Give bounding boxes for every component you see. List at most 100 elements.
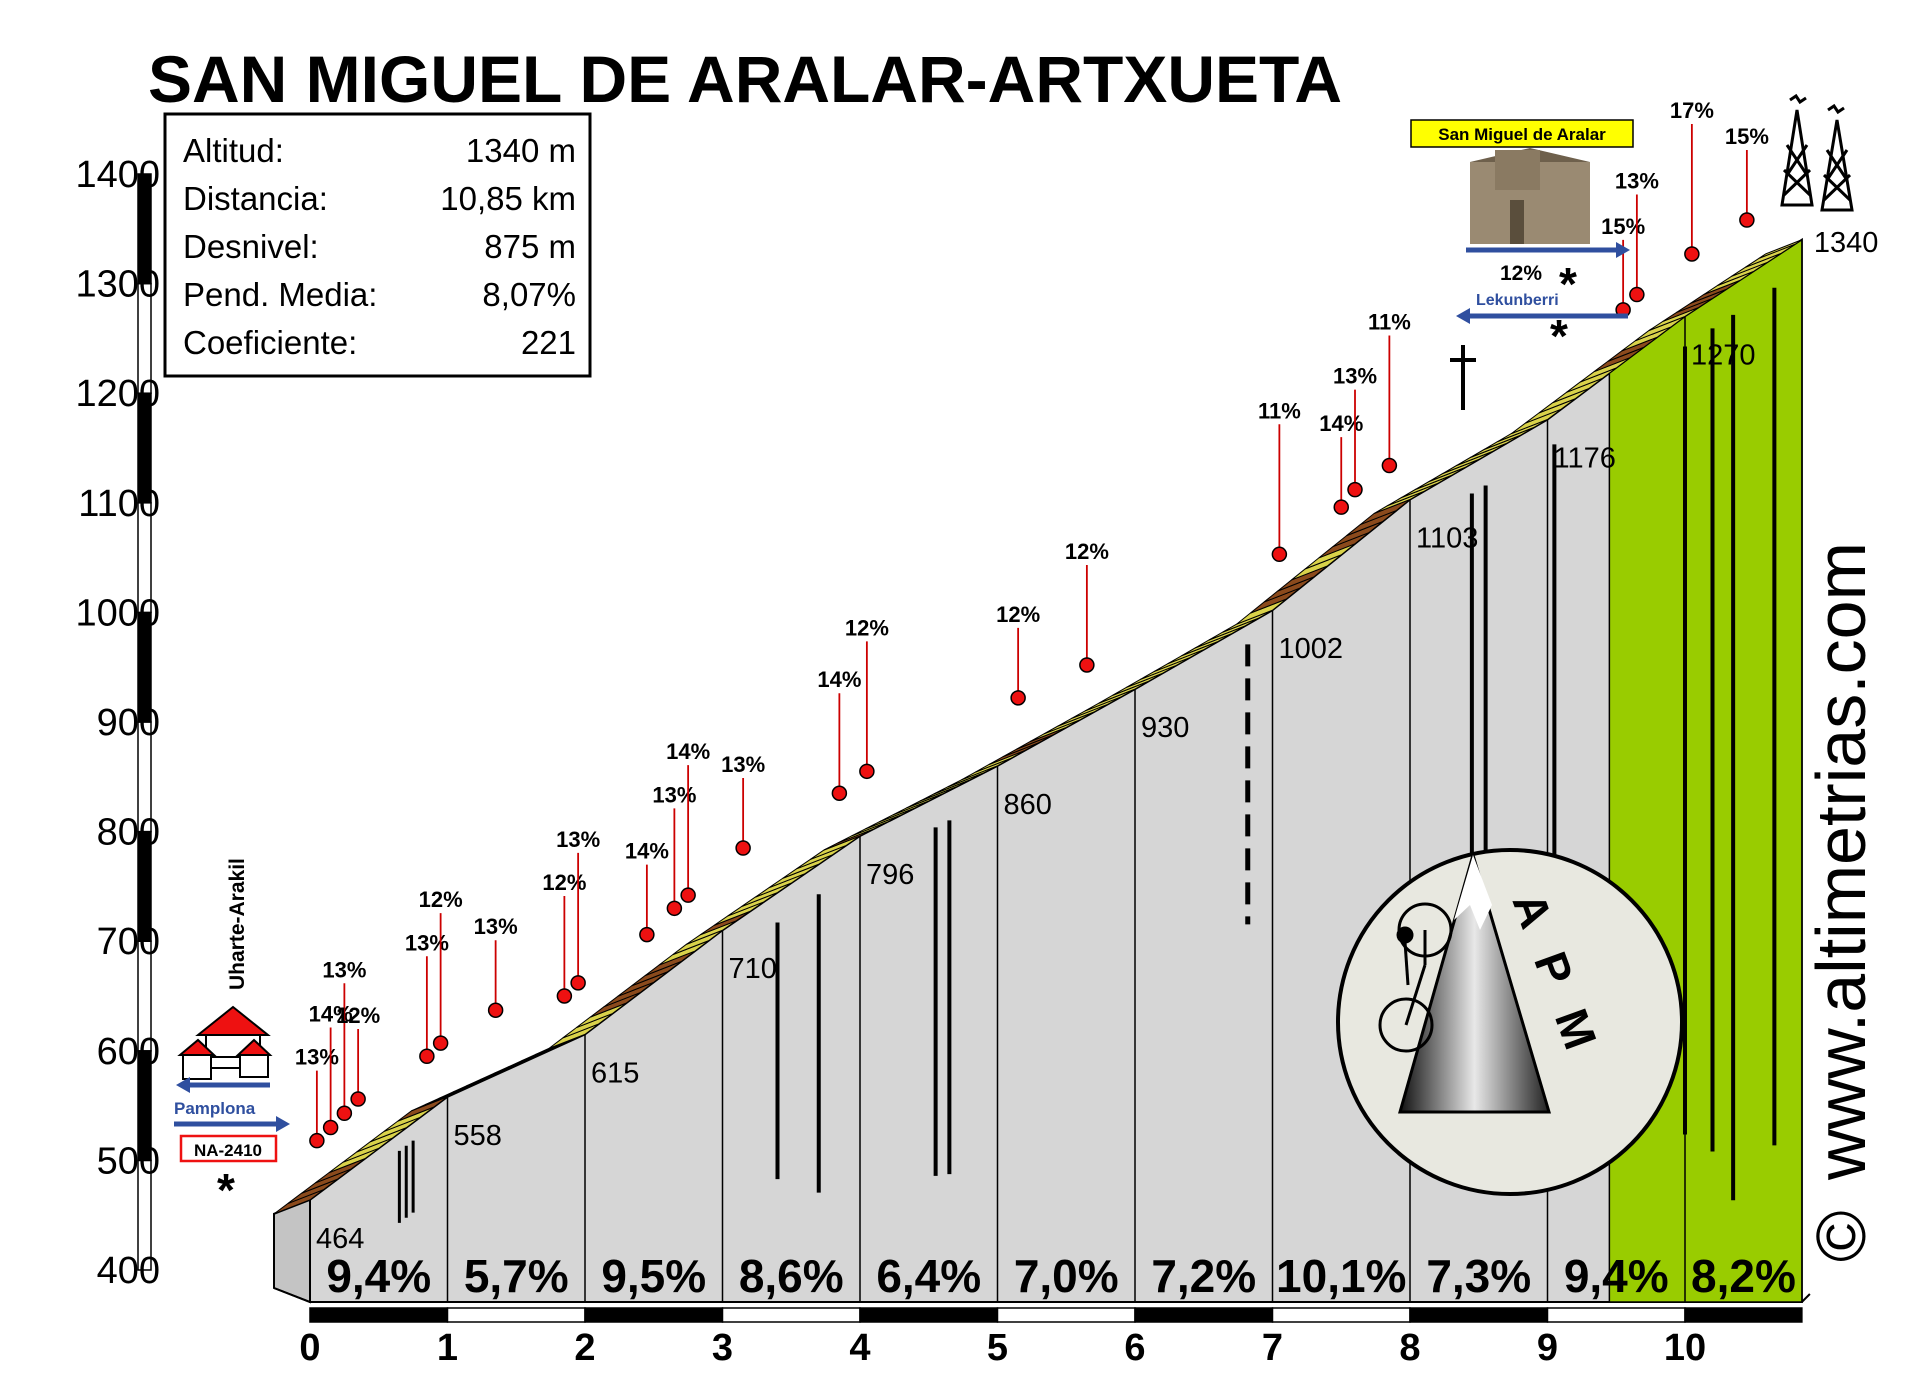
km-elevation-label: 710 <box>729 953 777 985</box>
ramp-dot <box>419 1048 435 1065</box>
ramp-label: 14% <box>309 1002 353 1027</box>
ramp-label: 11% <box>1368 310 1411 335</box>
x-tick-label: 3 <box>712 1327 733 1369</box>
y-tick-label: 1100 <box>78 483 160 525</box>
ramp-label: 11% <box>1258 398 1301 423</box>
lekunberri-gradient: 12% <box>1500 262 1542 285</box>
x-axis: 0 1 2 3 4 5 6 7 8 9 10 <box>299 1307 1803 1369</box>
profile-baseline <box>273 1287 1811 1303</box>
x-tick-label: 6 <box>1124 1327 1145 1369</box>
segment-gradient-label: 9,4% <box>1564 1250 1669 1302</box>
x-tick-label: 9 <box>1537 1327 1558 1369</box>
km-elevation-labels: 464 558 615 710 796 860 930 1002 1103 1176 1270 134… <box>316 227 1878 1255</box>
summary-value: 1340 m <box>466 132 576 169</box>
x-scale-segment <box>1134 1307 1274 1323</box>
apm-logo: APM <box>1336 848 1684 1196</box>
asterisk-icon: * <box>1550 310 1568 362</box>
lekunberri-label: Lekunberri <box>1476 292 1559 309</box>
ramp-dot <box>1010 690 1026 706</box>
lekunberri-arrow-right-icon <box>1466 242 1630 258</box>
ramp-label: 12% <box>336 1003 380 1028</box>
ramp-dot <box>556 988 573 1004</box>
x-tick-label: 4 <box>849 1327 870 1369</box>
website-label: www.altimetrias.com <box>1802 542 1880 1181</box>
y-tick-label: 1400 <box>75 154 160 196</box>
summit-place-label: San Miguel de Aralar <box>1438 125 1606 144</box>
km-elevation-label: 860 <box>1004 789 1052 821</box>
y-tick-label: 1200 <box>75 373 160 415</box>
house-icon <box>177 1005 273 1080</box>
y-tick-label: 800 <box>97 812 160 854</box>
x-scale-segment <box>1409 1307 1549 1323</box>
road-strip <box>273 239 1803 1288</box>
segment-gradient-label: 7,2% <box>1151 1250 1256 1302</box>
y-tick-label: 500 <box>97 1140 160 1182</box>
x-scale-segment <box>584 1307 724 1323</box>
ramp-label: 14% <box>666 739 710 764</box>
summary-value: 8,07% <box>482 276 576 313</box>
km-elevation-label: 1270 <box>1691 339 1756 371</box>
km-elevation-label: 930 <box>1141 712 1189 744</box>
pamplona-label: Pamplona <box>174 1099 256 1118</box>
ramp-dot <box>336 1105 353 1122</box>
y-tick-label: 900 <box>97 702 160 744</box>
summary-value: 221 <box>521 324 576 361</box>
ramp-label: 13% <box>721 752 765 777</box>
segment-gradient-label: 9,5% <box>601 1250 706 1302</box>
ramp-dot <box>322 1119 339 1136</box>
church-icon <box>1470 148 1590 244</box>
x-tick-label: 5 <box>987 1327 1008 1369</box>
segment-gradient-label: 6,4% <box>876 1250 981 1302</box>
y-tick-label: 1300 <box>75 264 160 306</box>
y-tick-label: 600 <box>97 1031 160 1073</box>
ramp-dot <box>1629 286 1645 303</box>
x-tick-label: 2 <box>574 1327 595 1369</box>
copyright-symbol: © <box>1802 1210 1880 1262</box>
asterisk-icon: * <box>1559 258 1577 310</box>
y-axis-scale-bar <box>137 173 152 1271</box>
start-annotations: Uharte-Arakil Pamplona NA-2410 * <box>174 858 290 1216</box>
ramp-label: 12% <box>1065 539 1109 564</box>
y-tick-label: 400 <box>97 1250 160 1292</box>
ramp-label: 14% <box>817 667 861 692</box>
ramp-dot <box>432 1035 449 1051</box>
ramp-dot <box>1079 657 1095 673</box>
ramp-markers: 13% 14% 13% 12% 13% 12% 13% 12% 13% 14% 13% 14% 13% 1… <box>295 98 1769 1149</box>
km-elevation-label: 1176 <box>1554 443 1616 475</box>
ramp-label: 14% <box>1319 411 1363 436</box>
x-tick-label: 7 <box>1262 1327 1283 1369</box>
segment-gradient-label: 5,7% <box>464 1250 569 1302</box>
x-scale-segment <box>1546 1307 1686 1323</box>
ramp-dot <box>309 1132 325 1149</box>
profile-front-face <box>273 1198 311 1304</box>
km-elevation-label: 1340 <box>1814 227 1879 259</box>
y-scale-segment <box>137 173 152 285</box>
ramp-dot <box>570 975 586 991</box>
summary-label: Distancia: <box>183 180 328 217</box>
km-elevation-label: 1103 <box>1416 523 1478 555</box>
y-axis: 400 500 600 700 800 900 1000 1100 1200 1300 1400 <box>75 154 160 1292</box>
ramp-label: 12% <box>419 887 463 912</box>
cross-icon <box>1450 345 1476 410</box>
ramp-dot <box>859 763 875 780</box>
y-tick-label: 1000 <box>75 592 160 634</box>
ramp-label: 13% <box>474 914 518 939</box>
ramp-label: 13% <box>556 827 600 852</box>
segment-gradients: 9,4% 5,7% 9,5% 8,6% 6,4% 7,0% 7,2% 10,1% 7,3% 9,4… <box>326 1250 1796 1302</box>
x-scale-segment <box>996 1307 1136 1323</box>
x-scale-segment <box>859 1307 999 1323</box>
x-scale-segment <box>1271 1307 1411 1323</box>
x-tick-label: 0 <box>299 1327 320 1369</box>
x-tick-label: 1 <box>437 1327 458 1369</box>
x-scale-segment <box>446 1307 586 1323</box>
segment-gradient-label: 8,2% <box>1691 1250 1796 1302</box>
arrow-right-icon <box>174 1116 290 1132</box>
x-scale-segment <box>309 1307 449 1323</box>
summary-label: Pend. Media: <box>183 276 377 313</box>
segment-gradient-label: 7,0% <box>1014 1250 1119 1302</box>
ramp-label: 17% <box>1670 98 1714 123</box>
x-scale-segment <box>1684 1307 1803 1323</box>
ramp-dot <box>487 1002 504 1018</box>
ramp-dot <box>831 785 848 801</box>
km-elevation-label: 615 <box>591 1057 639 1089</box>
